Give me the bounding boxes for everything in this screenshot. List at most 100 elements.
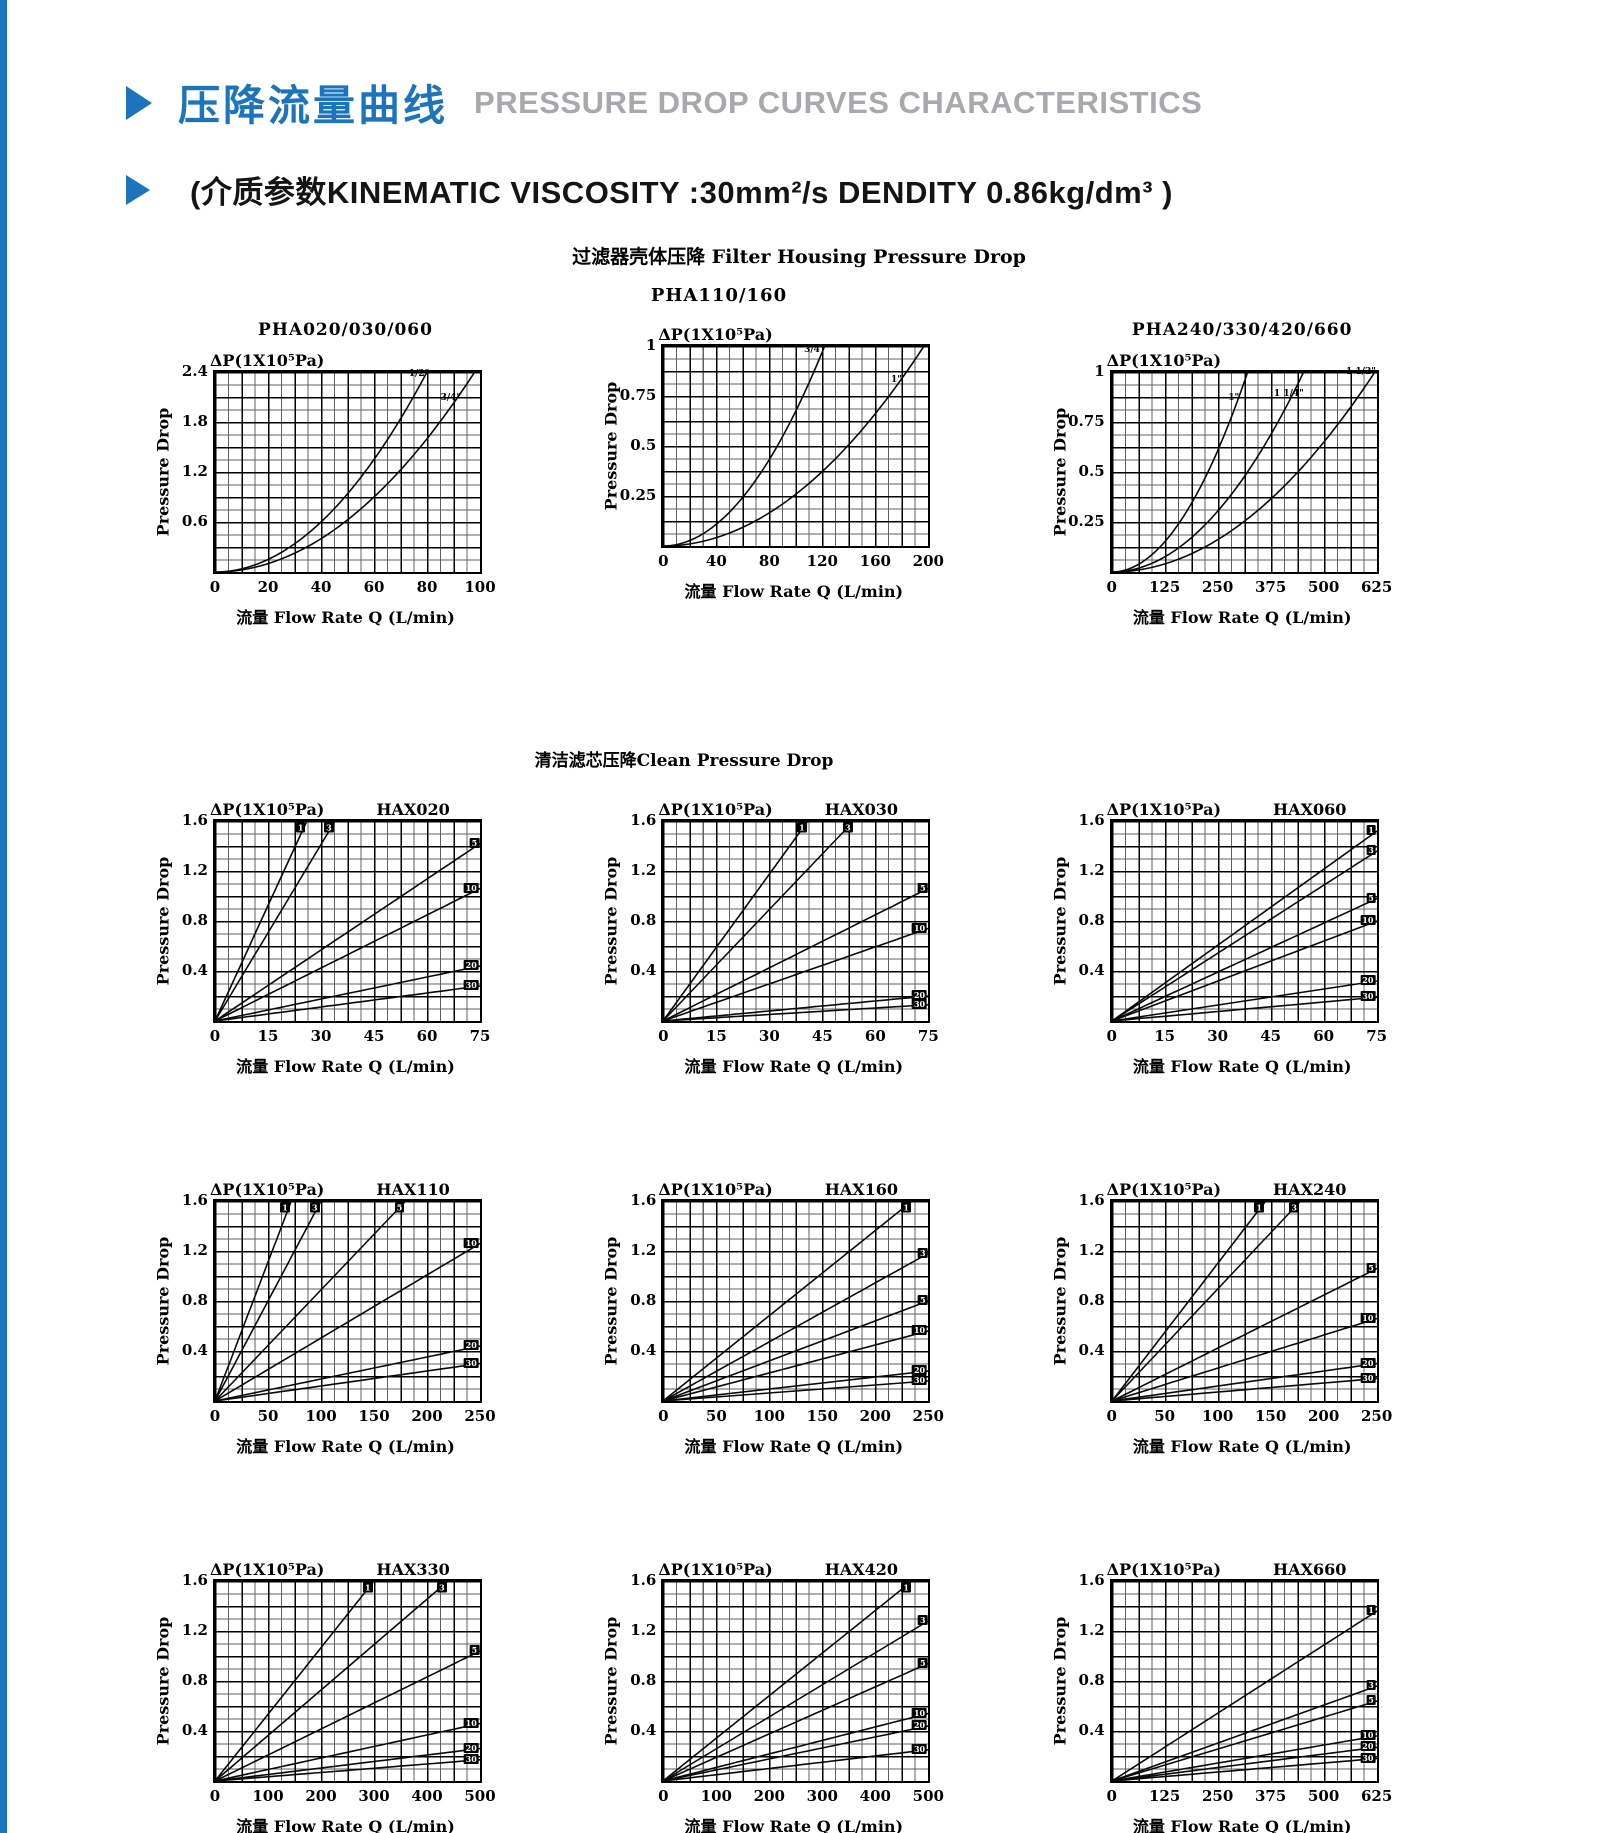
chart-title: HAX060 (1273, 800, 1347, 819)
y-axis-label: Pressure Drop (153, 856, 173, 986)
curve-label: 5 (1366, 892, 1376, 903)
y-axis-label: Pressure Drop (1050, 1236, 1070, 1366)
curve-10 (1111, 920, 1377, 1021)
curve-5 (663, 1300, 929, 1401)
curve-3 (215, 1581, 449, 1781)
dp-row: ΔP(1X10⁵Pa) HAX060 (1035, 795, 1445, 819)
curve-label: 3 (309, 1202, 320, 1213)
x-tick: 120 (806, 552, 838, 570)
curve-label: 3 (1289, 1202, 1299, 1213)
curve-5 (1111, 1267, 1377, 1401)
x-tick: 400 (411, 1787, 443, 1805)
chart-title: PHA240/330/420/660 (1131, 320, 1353, 340)
y-tick: 0.8 (630, 1291, 657, 1310)
y-axis-label: Pressure Drop (601, 1236, 621, 1366)
y-tick: 2.4 (181, 362, 208, 381)
curve-10 (663, 1712, 929, 1781)
chart-title: HAX330 (376, 1560, 450, 1579)
curve-30 (215, 985, 480, 1021)
y-tick: 0.25 (1068, 512, 1105, 531)
curves-layer (663, 1581, 929, 1781)
x-tick: 125 (1149, 578, 1181, 596)
curve-3 (663, 1620, 929, 1781)
curves-layer (215, 1201, 480, 1401)
curve-label: 1 1/2" (1346, 367, 1376, 378)
curve-label: 30 (1360, 1372, 1376, 1383)
x-axis-label: 流量 Flow Rate Q (L/min) (1132, 608, 1352, 627)
curve-30 (663, 1749, 929, 1781)
dp-row: ΔP(1X10⁵Pa) (1035, 346, 1445, 370)
x-tick: 300 (806, 1787, 838, 1805)
curve-label: 10 (463, 882, 479, 893)
x-tick: 200 (753, 1787, 785, 1805)
x-tick: 100 (305, 1407, 337, 1425)
curve-label: 3 (1366, 1680, 1376, 1690)
y-tick: 0.8 (181, 911, 208, 930)
chart-PHA110-160: ΔP(1X10⁵Pa) Pressure Drop 1 0.75 0.5 0.25 0 40 8… (586, 320, 996, 628)
dp-row: ΔP(1X10⁵Pa) HAX110 (138, 1175, 548, 1199)
curve-1 (1111, 1610, 1377, 1781)
x-tick: 160 (859, 552, 891, 570)
curve-1 (215, 821, 308, 1021)
x-tick: 100 (753, 1407, 785, 1425)
x-tick: 250 (912, 1407, 944, 1425)
curves-layer (663, 821, 929, 1021)
curve-label: 1 (280, 1202, 290, 1213)
y-axis-label: Pressure Drop (153, 1616, 173, 1746)
media-parameters-line: (介质参数KINEMATIC VISCOSITY :30mm²/s DENDIT… (0, 133, 1618, 212)
curve-label: 3 (437, 1582, 447, 1593)
chart-title: HAX020 (376, 800, 450, 819)
curve-10 (663, 927, 929, 1021)
curve-label: 30 (463, 980, 479, 990)
dp-row: ΔP(1X10⁵Pa) HAX020 (138, 795, 548, 819)
curve-label: 5 (469, 837, 480, 848)
y-axis-label: Pressure Drop (601, 381, 621, 511)
x-tick: 40 (310, 578, 332, 596)
chart-title: HAX660 (1273, 1560, 1347, 1579)
curve-label: 1 1/4" (1273, 389, 1304, 400)
x-tick: 0 (209, 578, 221, 596)
x-axis-label: 流量 Flow Rate Q (L/min) (1132, 1817, 1352, 1833)
x-axis-label: 流量 Flow Rate Q (L/min) (684, 1057, 904, 1076)
chart-HAX030: ΔP(1X10⁵Pa) HAX030 Pressure Drop 1.6 1.2 0.8 0… (586, 795, 996, 1077)
y-tick: 0.75 (619, 386, 657, 405)
x-tick: 50 (705, 1407, 727, 1425)
x-axis-label: 流量 Flow Rate Q (L/min) (684, 582, 904, 601)
x-tick: 625 (1361, 1787, 1393, 1805)
y-tick: 0.4 (181, 961, 208, 980)
curves-layer (1111, 1201, 1377, 1401)
curve-5 (663, 887, 929, 1021)
curve-label: 5 (917, 1657, 928, 1668)
x-tick: 0 (1106, 1027, 1117, 1045)
curve-10 (215, 887, 480, 1021)
curve-114 (1111, 372, 1304, 572)
x-tick: 60 (363, 578, 385, 596)
curve-20 (663, 1725, 929, 1781)
curve-34 (663, 346, 826, 546)
y-tick: 1.6 (1078, 811, 1105, 830)
y-tick: 0.4 (181, 1341, 208, 1360)
y-tick: 1.6 (181, 811, 208, 830)
curve-label: 10 (1360, 1312, 1376, 1323)
page-title-cn: 压降流量曲线 (178, 82, 449, 129)
chart-PHA020-030-060: PHA020/030/060 ΔP(1X10⁵Pa) Pressure Drop 2.… (138, 320, 548, 628)
curve-label: 20 (911, 990, 928, 1000)
y-tick: 0.4 (630, 1341, 657, 1360)
x-tick: 0 (1106, 578, 1117, 596)
curve-5 (1111, 897, 1377, 1021)
curve-10 (1111, 1735, 1377, 1781)
y-tick: 1.2 (630, 861, 657, 880)
curve-label: 20 (911, 1365, 928, 1375)
x-tick: 0 (1106, 1787, 1117, 1805)
x-axis-label: 流量 Flow Rate Q (L/min) (1132, 1057, 1352, 1076)
x-tick: 500 (1308, 578, 1340, 596)
curves-layer (663, 346, 925, 546)
x-tick: 0 (209, 1407, 221, 1425)
x-tick: 200 (305, 1787, 337, 1805)
page-title-en: PRESSURE DROP CURVES CHARACTERISTICS (474, 84, 1203, 120)
curve-1 (663, 1581, 913, 1781)
curve-3 (663, 821, 855, 1021)
plot-area: Pressure Drop 1 0.75 0.5 0.25 0 125 250 375 500 62… (1050, 362, 1392, 596)
x-tick: 60 (864, 1027, 886, 1045)
